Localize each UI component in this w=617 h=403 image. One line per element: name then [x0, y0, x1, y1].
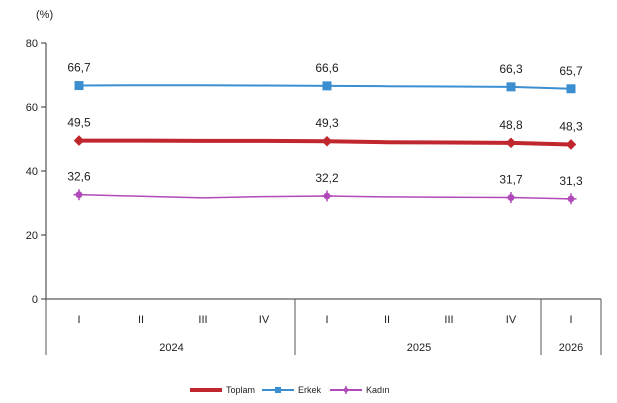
- x-tick-label: I: [77, 314, 80, 326]
- data-label: 31,3: [559, 174, 583, 188]
- series-erkek: 66,7 66,6 66,3 65,7: [67, 61, 583, 94]
- legend: Toplam Erkek Kadın: [190, 385, 390, 395]
- x-tick-label: I: [325, 314, 328, 326]
- data-point: [321, 190, 333, 202]
- data-point: [321, 135, 333, 147]
- data-label: 49,3: [315, 116, 339, 130]
- legend-item: Kadın: [330, 385, 390, 395]
- data-point: [506, 82, 516, 92]
- data-label: 32,6: [67, 170, 91, 184]
- y-unit-label: (%): [36, 9, 53, 21]
- year-label: 2025: [407, 342, 431, 354]
- series-toplam: 49,5 49,3 48,8 48,3: [67, 116, 583, 150]
- data-point: [275, 387, 281, 393]
- data-point: [505, 137, 517, 149]
- x-tick-label: IV: [259, 314, 270, 326]
- legend-item: Toplam: [190, 385, 255, 395]
- legend-label: Erkek: [298, 385, 322, 395]
- y-tick-label: 20: [26, 230, 38, 242]
- legend-label: Toplam: [226, 385, 255, 395]
- data-point: [322, 81, 332, 91]
- data-label: 49,5: [67, 116, 91, 130]
- y-tick-label: 40: [26, 166, 38, 178]
- data-label: 66,7: [67, 61, 91, 75]
- series-kad-n: 32,6 32,2 31,7 31,3: [67, 170, 583, 205]
- legend-item: Erkek: [262, 385, 322, 395]
- data-point: [342, 386, 350, 394]
- legend-label: Kadın: [366, 385, 390, 395]
- data-label: 31,7: [499, 173, 523, 187]
- x-tick-label: II: [384, 314, 390, 326]
- x-tick-label: I: [569, 314, 572, 326]
- data-point: [565, 139, 577, 150]
- data-point: [74, 81, 84, 91]
- year-label: 2024: [159, 342, 183, 354]
- data-point: [566, 84, 576, 94]
- data-point: [73, 189, 85, 201]
- data-point: [73, 135, 85, 146]
- data-point: [565, 193, 577, 205]
- y-tick-label: 0: [32, 294, 38, 306]
- y-axis: 0 20 40 60 80: [26, 38, 47, 306]
- data-label: 65,7: [559, 64, 583, 78]
- data-point: [505, 192, 517, 204]
- data-label: 48,8: [499, 118, 523, 132]
- x-tick-label: II: [138, 314, 144, 326]
- plot-area: 49,5 49,3 48,8 48,3 66,7 66,6 66,3 65,7 32,6 32,2…: [67, 61, 583, 205]
- y-tick-label: 60: [26, 102, 38, 114]
- year-label: 2026: [559, 342, 583, 354]
- data-label: 48,3: [559, 119, 583, 133]
- data-label: 32,2: [315, 171, 339, 185]
- x-tick-label: IV: [506, 314, 517, 326]
- data-label: 66,6: [315, 61, 339, 75]
- y-tick-label: 80: [26, 38, 38, 50]
- x-tick-label: III: [198, 314, 207, 326]
- data-label: 66,3: [499, 62, 523, 76]
- x-tick-label: III: [444, 314, 453, 326]
